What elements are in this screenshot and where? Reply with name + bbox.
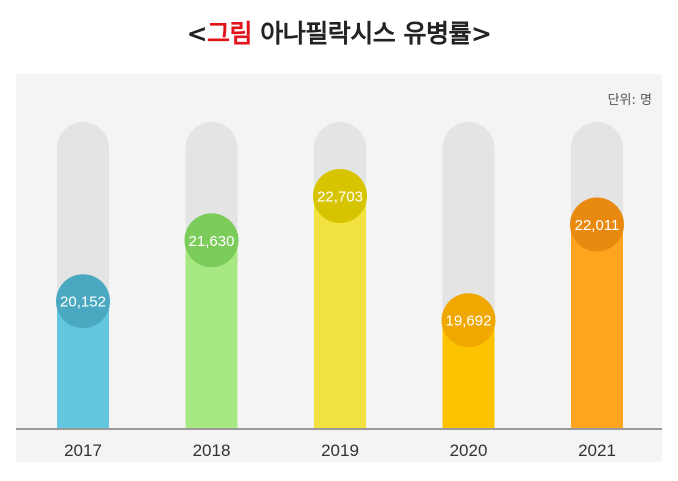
value-bubbles: 20,152 21,630 22,703 19,692 22,011 (56, 169, 624, 348)
unit-label: 단위: 명 (607, 93, 652, 108)
data-label-2019: 22,703 (317, 189, 363, 206)
x-axis-labels: 2017 2018 2019 2020 2021 (64, 441, 616, 460)
bar-2019 (314, 196, 366, 428)
title-text: 아나필락시스 유병률 (252, 19, 471, 48)
chart-title: <그림 아나필락시스 유병률> (0, 14, 678, 50)
value-bubble-2021 (570, 197, 624, 252)
data-label-2017: 20,152 (60, 294, 106, 311)
bar-2021 (571, 224, 623, 428)
x-tick-label-2017: 2017 (64, 441, 102, 460)
x-tick-label-2019: 2019 (321, 441, 359, 460)
value-bubble-2020 (441, 293, 496, 348)
title-figure-label: 그림 (207, 19, 253, 48)
title-close-bracket: > (470, 19, 492, 48)
title-open-bracket: < (186, 19, 208, 48)
x-tick-label-2020: 2020 (450, 441, 488, 460)
bar-2018 (185, 240, 238, 428)
x-tick-label-2021: 2021 (578, 441, 616, 460)
bars (57, 196, 623, 428)
data-label-2018: 21,630 (189, 233, 235, 250)
data-label-2021: 22,011 (575, 217, 620, 234)
value-bubble-2019 (313, 169, 367, 223)
value-bubble-2017 (56, 274, 110, 329)
value-bubble-2018 (184, 213, 239, 268)
data-label-2020: 19,692 (446, 313, 492, 330)
x-tick-label-2018: 2018 (193, 441, 231, 460)
